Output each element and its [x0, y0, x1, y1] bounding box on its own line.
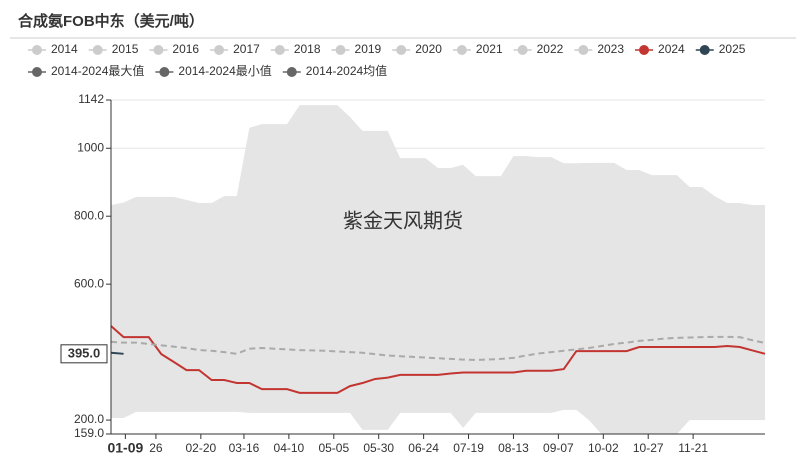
y-tick-label: 800.0 [74, 208, 104, 222]
legend-icon [214, 45, 225, 55]
legend-icon [32, 67, 42, 77]
legend-label: 2015 [112, 42, 139, 56]
legend-item[interactable]: 2017 [210, 42, 260, 56]
legend-icon [396, 45, 407, 55]
legend-label: 2021 [476, 42, 503, 56]
x-tick-label: 10-02 [588, 441, 619, 455]
line [110, 351, 124, 355]
legend-icon [639, 45, 650, 55]
x-tick-label: 06-24 [408, 441, 439, 455]
y-tick-label: 159.0 [74, 426, 104, 440]
legend-label: 2023 [597, 42, 624, 56]
x-tick-label: 11-21 [678, 441, 708, 455]
legend-item[interactable]: 2014 [28, 42, 78, 56]
legend-item[interactable]: 2015 [88, 42, 139, 56]
legend-icon [456, 45, 467, 55]
legend-label: 2014 [51, 42, 78, 56]
legend-icon [699, 45, 710, 55]
legend-item[interactable]: 2023 [574, 42, 624, 56]
legend-icon [578, 45, 589, 55]
x-tick-label: 09-07 [543, 441, 574, 455]
legend-item[interactable]: 2024 [635, 42, 685, 56]
legend-icon [159, 67, 170, 77]
legend-label: 2014-2024最大值 [51, 63, 144, 78]
legend-label: 2014-2024最小值 [178, 63, 271, 78]
x-tick-label: 26 [149, 441, 163, 455]
legend-icon [153, 45, 164, 55]
legend-item[interactable]: 2019 [331, 42, 382, 56]
x-tick-label: 08-13 [498, 441, 529, 455]
value-marker [60, 344, 108, 364]
area [111, 409, 765, 434]
legend-item[interactable]: 2014-2024均值 [282, 63, 387, 78]
legend-label: 2022 [537, 42, 564, 56]
legend-label: 2019 [355, 42, 382, 56]
y-tick-label: 200.0 [74, 412, 104, 426]
legend-label: 2018 [294, 42, 321, 56]
x-tick-label: 10-27 [633, 441, 664, 455]
y-tick-label: 1000 [77, 140, 104, 154]
value-marker-label: 395.0 [68, 345, 101, 360]
x-tick-label: 03-16 [229, 441, 260, 455]
y-tick-label: 600.0 [74, 276, 104, 290]
x-tick-label: 04-10 [274, 441, 305, 455]
chart-title: 合成氨FOB中东（美元/吨） [17, 12, 204, 30]
x-tick-label: 05-05 [318, 441, 349, 455]
y-tick-label: 1142 [78, 92, 104, 106]
legend-icon [335, 45, 346, 55]
line [110, 325, 766, 394]
legend-icon [92, 45, 103, 55]
legend-label: 2020 [415, 42, 442, 56]
legend-icon [286, 67, 297, 77]
x-tick-label: 02-20 [185, 441, 216, 455]
legend-item[interactable]: 2016 [149, 42, 199, 56]
legend-item[interactable]: 2022 [513, 42, 564, 56]
legend-label: 2024 [658, 42, 685, 56]
legend-item[interactable]: 2014-2024最大值 [28, 63, 144, 78]
legend-icon [32, 45, 42, 55]
area [111, 105, 765, 434]
legend-label: 2017 [233, 42, 260, 56]
legend-icon [274, 45, 285, 55]
legend-item[interactable]: 2018 [270, 42, 321, 56]
legend-icon [517, 45, 528, 55]
legend-label: 2025 [719, 42, 746, 56]
x-tick-label: 07-19 [453, 441, 484, 455]
watermark: 紫金天风期货 [343, 209, 463, 232]
x-tick-label: 05-30 [363, 441, 394, 455]
legend-item[interactable]: 2021 [452, 42, 503, 56]
legend-label: 2014-2024均值 [306, 63, 387, 78]
legend-item[interactable]: 2025 [695, 42, 746, 56]
legend-item[interactable]: 2014-2024最小值 [155, 63, 272, 78]
legend-label: 2016 [172, 42, 199, 56]
legend-item[interactable]: 2020 [392, 42, 442, 56]
x-tick-label: 01-09 [107, 440, 143, 456]
